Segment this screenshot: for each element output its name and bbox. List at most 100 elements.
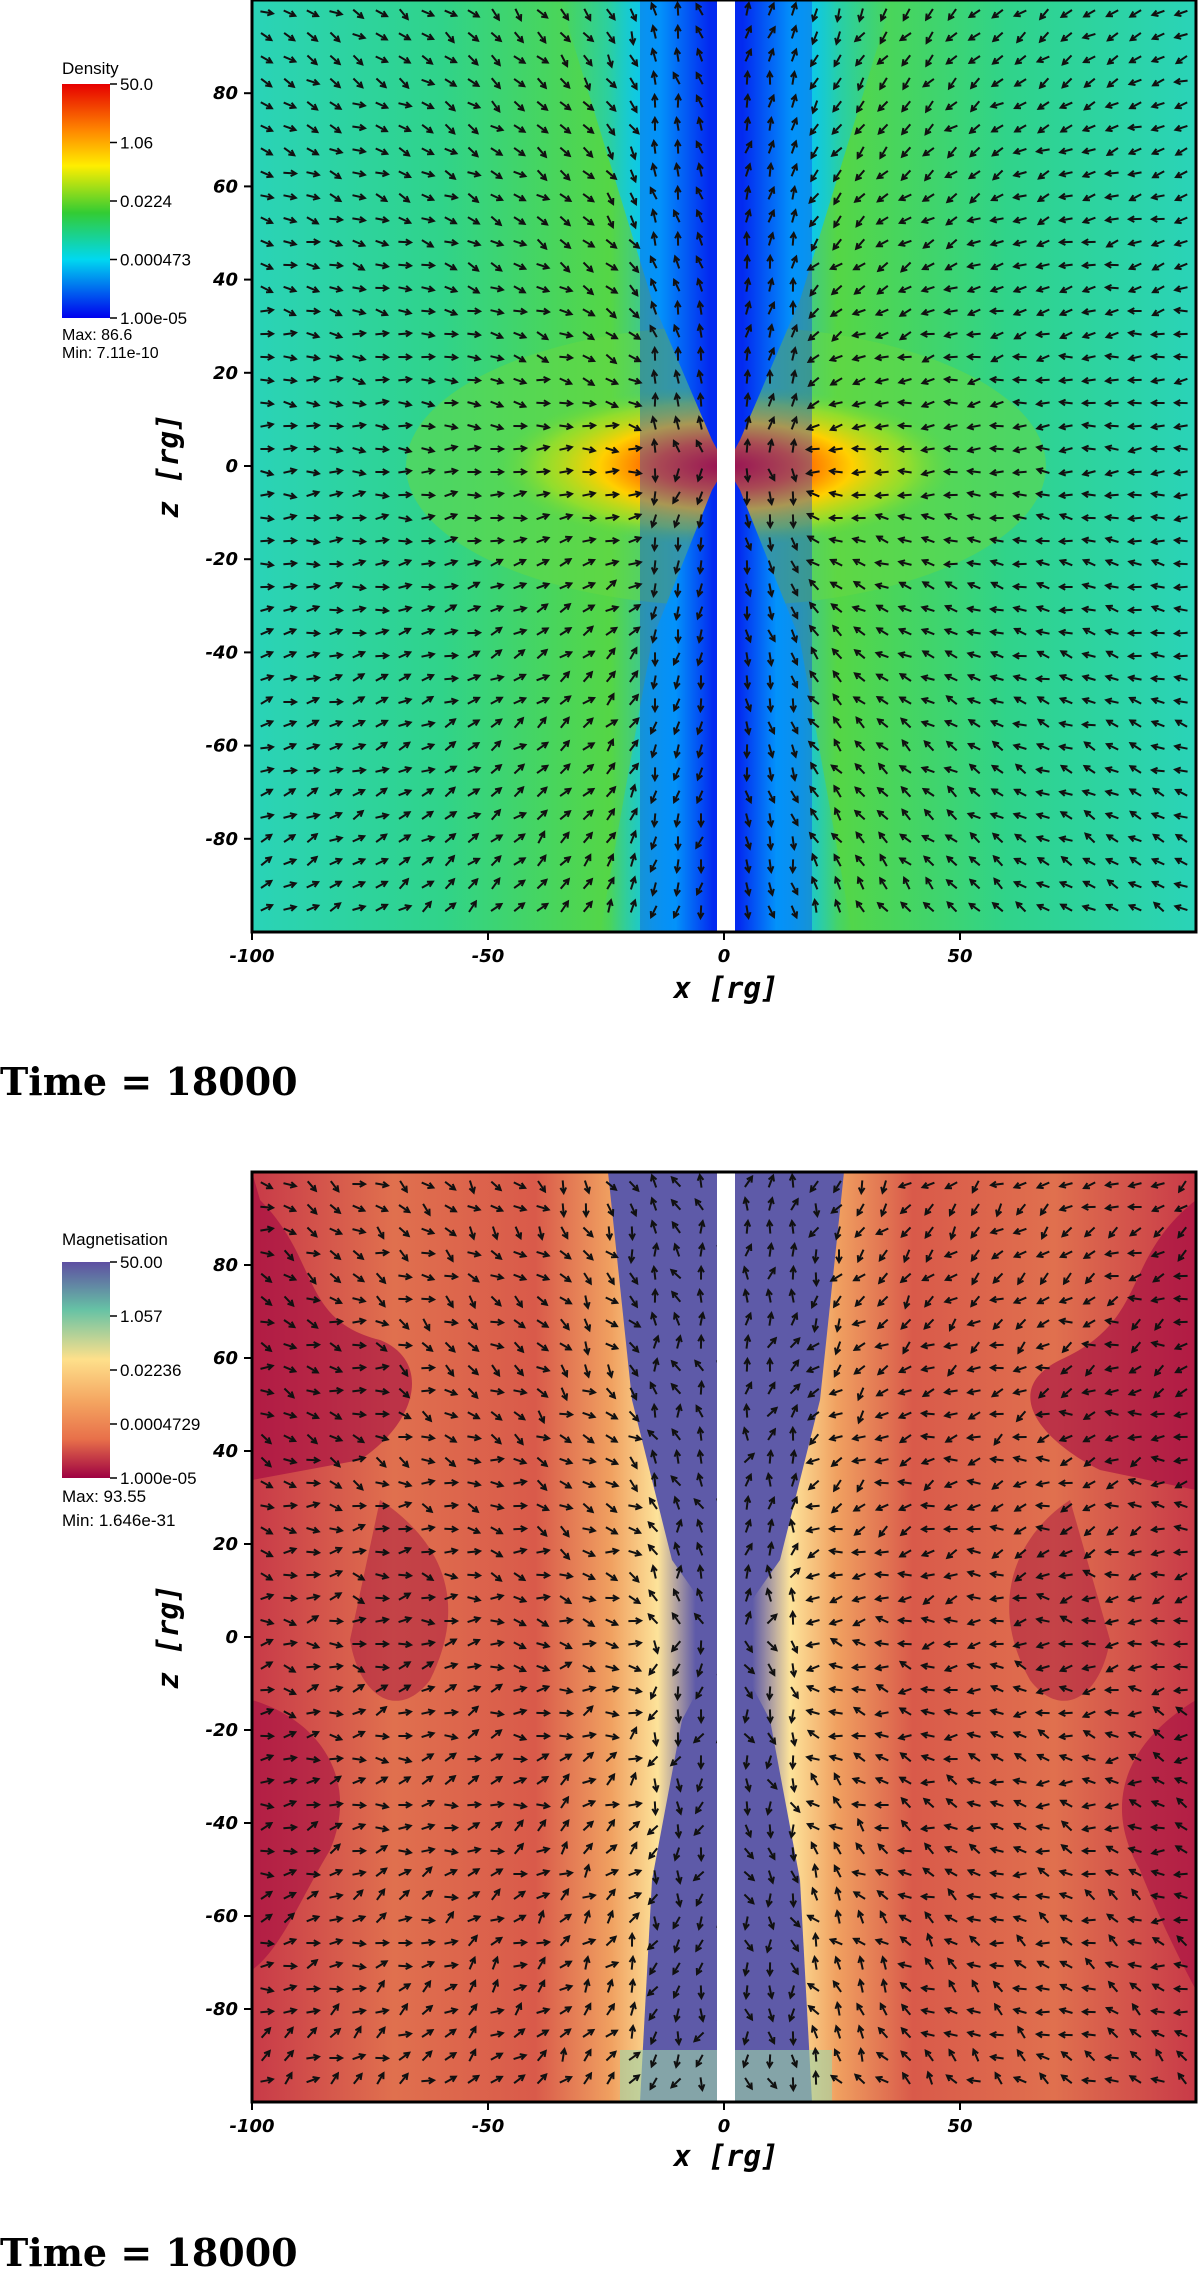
vector-arrow — [945, 216, 958, 226]
vector-arrow — [490, 902, 504, 912]
vector-arrow — [375, 628, 390, 636]
vector-arrow — [421, 766, 436, 774]
vector-arrow — [352, 1273, 366, 1283]
vector-arrow — [260, 514, 275, 523]
vector-arrow — [966, 1687, 981, 1695]
vector-arrow — [629, 646, 638, 660]
vector-arrow — [853, 648, 866, 660]
vector-arrow — [766, 698, 775, 714]
vector-arrow — [850, 1663, 866, 1672]
vector-arrow — [398, 1204, 412, 1214]
vector-arrow — [920, 2007, 935, 2015]
vector-arrow — [536, 696, 551, 705]
vector-arrow — [1172, 1433, 1188, 1441]
min-value: Min: 7.11e-10 — [62, 345, 159, 362]
vector-arrow — [536, 1433, 551, 1442]
vector-arrow — [1130, 1341, 1142, 1354]
vector-arrow — [582, 1799, 597, 1808]
vector-arrow — [1174, 788, 1188, 797]
vector-arrow — [966, 513, 981, 521]
vector-arrow — [788, 1709, 796, 1724]
vector-arrow — [536, 2029, 550, 2038]
vector-arrow — [583, 1272, 592, 1286]
vector-arrow — [352, 514, 368, 522]
vector-arrow — [536, 1753, 550, 1762]
vector-arrow — [490, 1204, 505, 1213]
vector-arrow — [605, 1547, 620, 1555]
vector-arrow — [283, 1319, 297, 1329]
vector-arrow — [744, 1610, 752, 1625]
vector-arrow — [744, 1472, 753, 1487]
vector-arrow — [537, 716, 547, 729]
vector-arrow — [329, 1617, 345, 1625]
vector-arrow — [1173, 492, 1188, 500]
vector-arrow — [767, 139, 775, 154]
vector-arrow — [767, 93, 776, 108]
vector-arrow — [810, 169, 819, 183]
vector-arrow — [942, 375, 958, 384]
vector-arrow — [559, 2028, 572, 2038]
vector-arrow — [744, 629, 752, 644]
vector-arrow — [329, 1386, 345, 1395]
vector-arrow — [398, 421, 414, 430]
vector-arrow — [744, 208, 752, 223]
vector-arrow — [260, 1411, 275, 1419]
vector-arrow — [1080, 1847, 1096, 1855]
vector-arrow — [670, 1640, 682, 1653]
vector-arrow — [283, 1571, 299, 1580]
vector-arrow — [306, 903, 321, 912]
vector-arrow — [1081, 1687, 1096, 1696]
vector-arrow — [810, 1772, 819, 1786]
vector-arrow — [444, 238, 459, 247]
vector-arrow — [583, 1364, 591, 1379]
vector-arrow — [852, 1937, 866, 1946]
vector-arrow — [605, 536, 621, 545]
vector-arrow — [743, 1893, 755, 1905]
vector-arrow — [1058, 513, 1073, 521]
vector-arrow — [1035, 147, 1050, 155]
vector-arrow — [1127, 1549, 1142, 1557]
vector-arrow — [628, 2051, 641, 2061]
vector-arrow — [1058, 835, 1073, 843]
vector-arrow — [606, 123, 616, 137]
vector-arrow — [857, 8, 865, 23]
vector-arrow — [900, 2050, 912, 2062]
vector-arrow — [306, 193, 321, 201]
vector-arrow — [283, 1204, 298, 1213]
vector-arrow — [467, 1662, 482, 1670]
vector-arrow — [970, 1226, 980, 1239]
vector-arrow — [650, 1265, 659, 1280]
vector-arrow — [695, 186, 704, 200]
vector-arrow — [398, 308, 413, 316]
vector-arrow — [646, 1824, 659, 1836]
vector-arrow — [695, 836, 704, 850]
vector-arrow — [375, 1342, 388, 1352]
vector-arrow — [467, 1638, 481, 1647]
vector-arrow — [398, 170, 412, 179]
vector-arrow — [467, 696, 481, 705]
vector-arrow — [878, 831, 888, 844]
vector-arrow — [674, 230, 682, 246]
vector-arrow — [1126, 422, 1142, 431]
vector-arrow — [806, 400, 820, 410]
vector-arrow — [467, 1868, 481, 1877]
vector-arrow — [421, 1502, 434, 1514]
vector-arrow — [490, 582, 505, 590]
vector-arrow — [376, 1226, 385, 1240]
vector-arrow — [260, 536, 276, 545]
vector-arrow — [989, 674, 1004, 682]
vector-arrow — [696, 391, 705, 407]
vector-arrow — [672, 1663, 681, 1677]
vector-arrow — [1034, 675, 1050, 683]
vector-arrow — [467, 330, 482, 339]
vector-arrow — [807, 740, 820, 752]
vector-arrow — [605, 331, 619, 340]
vector-arrow — [490, 1847, 506, 1856]
vector-arrow — [306, 1730, 320, 1739]
vector-arrow — [697, 1264, 705, 1280]
vector-arrow — [306, 1203, 318, 1215]
vector-arrow — [851, 423, 866, 431]
vector-arrow — [605, 579, 617, 591]
vector-arrow — [306, 1501, 321, 1509]
vector-arrow — [444, 1848, 459, 1856]
